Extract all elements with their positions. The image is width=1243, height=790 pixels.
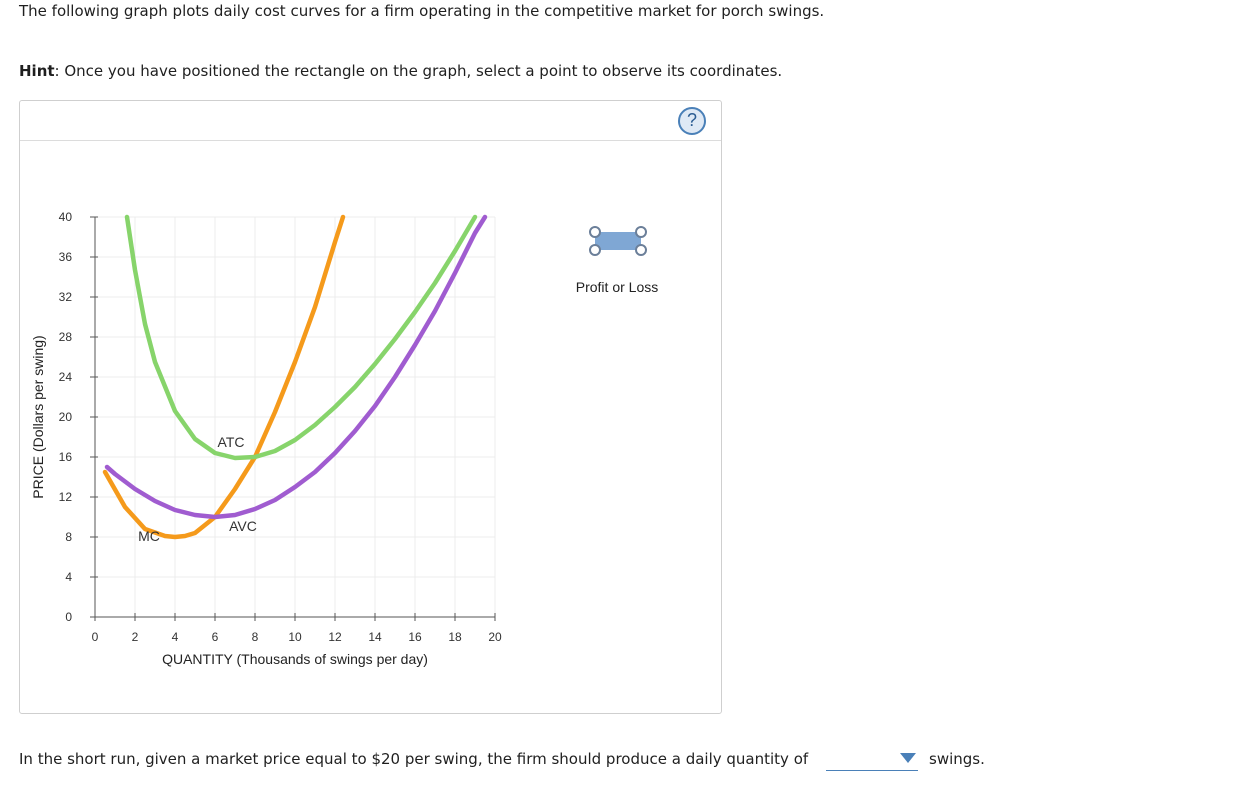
x-tick-label: 12 <box>328 630 342 644</box>
x-tick-label: 0 <box>92 630 99 644</box>
y-tick-label: 20 <box>59 410 73 424</box>
graph-panel: ? 0 4 8 12 16 20 24 28 32 36 40 0 2 4 6 8 10 12 14 16 18 20 QU… <box>19 100 722 714</box>
hint-body: : Once you have positioned the rectangle… <box>54 62 783 80</box>
y-tick-label: 8 <box>65 530 72 544</box>
x-tick-label: 2 <box>132 630 139 644</box>
curve-label-atc: ATC <box>218 434 245 450</box>
question-text: In the short run, given a market price e… <box>19 750 809 768</box>
y-tick-label: 32 <box>59 290 73 304</box>
tool-handle-top-right[interactable] <box>635 226 647 238</box>
chevron-down-icon <box>900 753 916 763</box>
y-tick-label: 16 <box>59 450 73 464</box>
x-tick-label: 8 <box>252 630 259 644</box>
question-suffix: swings. <box>929 750 985 768</box>
x-tick-label: 10 <box>288 630 302 644</box>
profit-or-loss-tool[interactable] <box>589 226 647 256</box>
hint-text: Hint: Once you have positioned the recta… <box>19 62 782 80</box>
panel-toolbar: ? <box>20 101 721 141</box>
x-tick-label: 6 <box>212 630 219 644</box>
quantity-dropdown[interactable] <box>826 748 918 771</box>
curve-label-avc: AVC <box>229 518 257 534</box>
tool-handle-bottom-right[interactable] <box>635 244 647 256</box>
curve-label-mc: MC <box>138 528 160 544</box>
y-tick-label: 36 <box>59 250 73 264</box>
profit-or-loss-label: Profit or Loss <box>576 279 658 295</box>
y-tick-label: 12 <box>59 490 73 504</box>
intro-text: The following graph plots daily cost cur… <box>19 2 825 20</box>
x-axis-title: QUANTITY (Thousands of swings per day) <box>162 651 428 667</box>
y-axis-title: PRICE (Dollars per swing) <box>30 335 46 498</box>
curve-atc <box>124 214 478 461</box>
x-tick-label: 18 <box>448 630 462 644</box>
y-tick-label: 24 <box>59 370 73 384</box>
hint-label: Hint <box>19 62 55 80</box>
y-tick-label: 0 <box>65 610 72 624</box>
tool-handle-top-left[interactable] <box>589 226 601 238</box>
x-tick-label: 16 <box>408 630 422 644</box>
y-tick-label: 40 <box>59 210 73 224</box>
tool-handle-bottom-left[interactable] <box>589 244 601 256</box>
help-icon[interactable]: ? <box>678 107 706 135</box>
profit-or-loss-rectangle <box>595 232 641 250</box>
curve-avc <box>104 214 488 520</box>
x-tick-label: 14 <box>368 630 382 644</box>
y-tick-label: 28 <box>59 330 73 344</box>
x-tick-label: 4 <box>172 630 179 644</box>
x-tick-label: 20 <box>488 630 502 644</box>
y-tick-label: 4 <box>65 570 72 584</box>
